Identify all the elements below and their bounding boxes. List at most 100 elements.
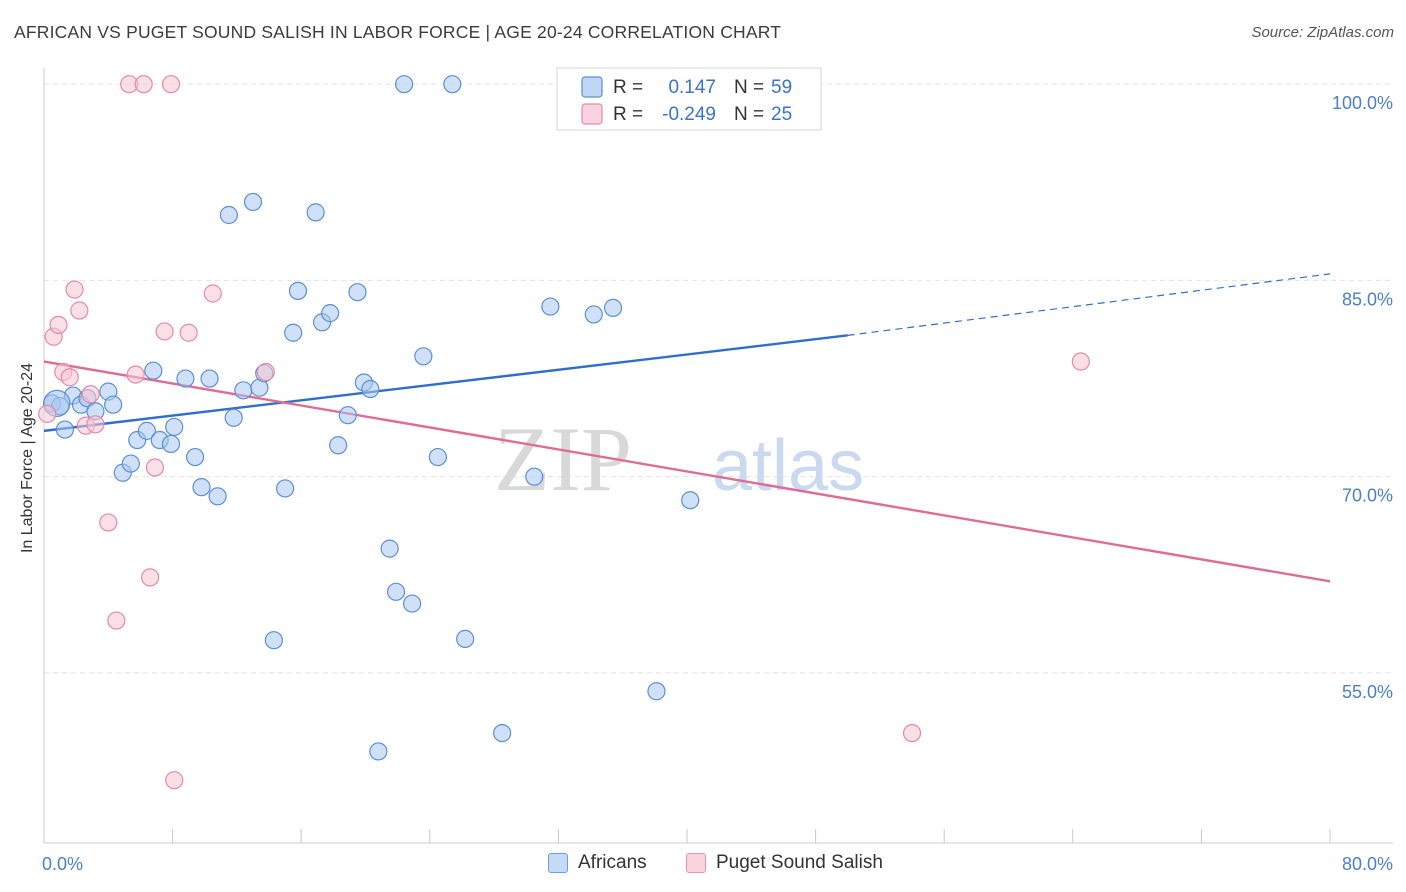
africans-point bbox=[284, 323, 303, 342]
puget-sound-salish-point bbox=[1071, 352, 1090, 371]
puget-sound-salish-point bbox=[145, 458, 165, 477]
africans-point bbox=[348, 283, 367, 302]
africans-point bbox=[165, 417, 184, 437]
puget-sound-salish-point bbox=[107, 611, 126, 630]
y-tick-label: 85.0% bbox=[1342, 289, 1393, 309]
legend-item-puget-sound-salish[interactable]: Puget Sound Salish bbox=[686, 852, 883, 874]
africans-point bbox=[219, 205, 238, 225]
africans-point bbox=[224, 408, 243, 427]
africans-point bbox=[200, 369, 219, 388]
africans-point bbox=[208, 487, 227, 506]
africans-point bbox=[104, 395, 123, 414]
africans-point bbox=[403, 594, 422, 613]
source-label: Source: ZipAtlas.com bbox=[1251, 24, 1394, 41]
puget-sound-salish-point bbox=[256, 362, 275, 382]
puget-sound-salish-point bbox=[81, 385, 100, 404]
africans-point bbox=[192, 478, 211, 497]
africans-point bbox=[603, 298, 623, 317]
x-tick-label: 80.0% bbox=[1342, 854, 1393, 874]
africans-point bbox=[428, 447, 447, 467]
africans-n-value: 59 bbox=[771, 77, 792, 98]
legend-label-puget-sound-salish: Puget Sound Salish bbox=[716, 852, 883, 873]
gridlines bbox=[44, 83, 1390, 674]
y-tick-label: 70.0% bbox=[1342, 486, 1393, 506]
legend-swatch-puget-sound-salish bbox=[686, 853, 706, 873]
africans-point bbox=[321, 304, 340, 323]
puget-sound-salish-point bbox=[179, 323, 198, 342]
africans-point bbox=[264, 631, 283, 650]
puget-sound-salish-r-value: -0.249 bbox=[662, 104, 716, 125]
africans-trend-line bbox=[43, 334, 848, 433]
africans-point bbox=[369, 742, 388, 761]
trend-lines bbox=[43, 273, 1331, 583]
africans-point bbox=[186, 447, 205, 467]
puget-sound-salish-point bbox=[60, 368, 79, 387]
africans-point bbox=[306, 203, 325, 222]
series-legend: Africans Puget Sound Salish bbox=[0, 852, 1406, 878]
africans-point bbox=[137, 421, 156, 440]
africans-point bbox=[443, 75, 462, 94]
puget-sound-salish-n-value: 25 bbox=[771, 104, 792, 125]
puget-sound-salish-point bbox=[86, 415, 105, 434]
africans-point bbox=[584, 305, 603, 324]
africans-point bbox=[121, 454, 140, 473]
africans-point bbox=[456, 629, 475, 649]
africans-point bbox=[361, 379, 380, 399]
puget-sound-salish-point bbox=[165, 771, 184, 790]
africans-trend-line-extension bbox=[847, 273, 1331, 336]
y-tick-label: 55.0% bbox=[1342, 682, 1393, 702]
africans-point bbox=[380, 539, 399, 558]
africans-n-label: N = bbox=[734, 77, 764, 98]
puget-sound-salish-point bbox=[155, 322, 174, 341]
puget-sound-salish-n-label: N = bbox=[734, 104, 764, 125]
puget-sound-salish-point bbox=[38, 404, 57, 423]
puget-sound-salish-point bbox=[49, 315, 68, 334]
africans-point bbox=[414, 347, 433, 366]
africans-point bbox=[493, 723, 512, 743]
africans-point bbox=[176, 369, 195, 388]
data-points bbox=[38, 75, 1090, 790]
watermark: ZIP atlas bbox=[494, 408, 864, 510]
africans-point bbox=[525, 467, 544, 486]
puget-sound-salish-point bbox=[70, 301, 89, 320]
x-tick-label: 0.0% bbox=[42, 854, 83, 874]
africans-point bbox=[276, 479, 295, 498]
puget-sound-salish-r-label: R = bbox=[613, 104, 643, 125]
y-tick-labels: 100.0% 85.0% 70.0% 55.0% bbox=[1332, 93, 1393, 702]
puget-sound-salish-point bbox=[99, 513, 118, 532]
africans-point bbox=[234, 381, 253, 400]
africans-point bbox=[386, 582, 406, 601]
africans-point bbox=[161, 434, 181, 454]
africans-stats-swatch bbox=[581, 76, 603, 98]
africans-point bbox=[55, 420, 74, 439]
africans-point bbox=[394, 75, 414, 94]
chart-title: AFRICAN VS PUGET SOUND SALISH IN LABOR F… bbox=[14, 22, 782, 42]
africans-point bbox=[288, 281, 308, 300]
puget-sound-salish-trend-line bbox=[43, 360, 1331, 583]
africans-point bbox=[541, 297, 560, 316]
puget-sound-salish-point bbox=[902, 723, 922, 743]
y-tick-label: 100.0% bbox=[1332, 93, 1393, 113]
legend-label-africans: Africans bbox=[578, 852, 647, 873]
africans-point bbox=[338, 406, 357, 425]
puget-sound-salish-point bbox=[140, 568, 160, 587]
puget-sound-salish-point bbox=[134, 75, 153, 94]
africans-point bbox=[144, 361, 163, 380]
puget-sound-salish-stats-swatch bbox=[581, 103, 603, 125]
africans-r-label: R = bbox=[613, 77, 643, 98]
puget-sound-salish-point bbox=[203, 284, 222, 303]
africans-point bbox=[243, 192, 263, 212]
africans-point bbox=[329, 436, 348, 455]
legend-swatch-africans bbox=[548, 853, 568, 873]
axes bbox=[43, 68, 1393, 844]
watermark-atlas: atlas bbox=[712, 426, 864, 506]
x-tick-labels: 0.0% 80.0% bbox=[42, 854, 1393, 874]
africans-r-value: 0.147 bbox=[668, 77, 716, 98]
puget-sound-salish-point bbox=[126, 365, 145, 384]
africans-point bbox=[681, 491, 700, 510]
puget-sound-salish-point bbox=[65, 280, 84, 299]
stats-legend: R = 0.147 N = 59 R = -0.249 N = 25 bbox=[556, 67, 822, 131]
puget-sound-salish-point bbox=[161, 75, 181, 94]
legend-item-africans[interactable]: Africans bbox=[548, 852, 647, 874]
